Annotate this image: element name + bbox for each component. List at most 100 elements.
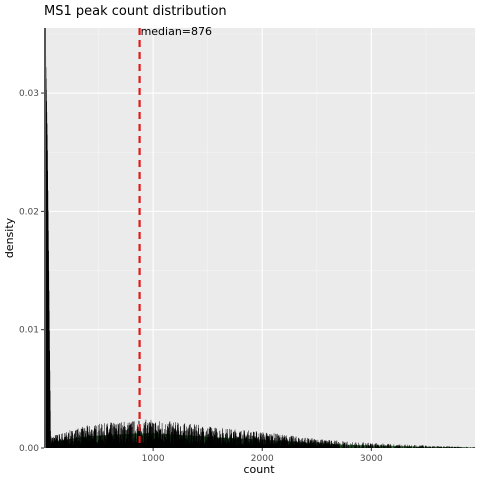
histogram-bar — [292, 435, 293, 448]
histogram-bar — [342, 441, 344, 448]
histogram-bar — [378, 447, 380, 448]
histogram-bar — [374, 445, 376, 448]
histogram-bar — [252, 435, 253, 448]
histogram-bar — [396, 445, 398, 448]
histogram-bar — [474, 447, 475, 448]
histogram-bar — [198, 433, 200, 448]
histogram-bar — [248, 430, 249, 448]
histogram-bar — [354, 443, 355, 448]
histogram-bar — [76, 429, 78, 448]
histogram-bar — [262, 432, 264, 448]
histogram-bar — [418, 447, 419, 448]
histogram-bar — [314, 439, 316, 448]
histogram-bar — [434, 446, 435, 448]
histogram-bar — [120, 423, 122, 448]
histogram-bar — [88, 432, 89, 448]
histogram-bar — [236, 436, 237, 448]
histogram-bar — [440, 446, 442, 448]
histogram-bar — [68, 433, 70, 448]
histogram-bar — [460, 447, 461, 448]
histogram-bar — [351, 446, 352, 448]
histogram-bar — [461, 447, 462, 448]
histogram-bar — [256, 432, 258, 448]
histogram-bar — [356, 444, 357, 448]
histogram-bar — [458, 446, 459, 448]
histogram-bar — [377, 445, 378, 448]
histogram-bar — [452, 447, 454, 448]
histogram-bar — [384, 445, 385, 448]
histogram-bar — [222, 435, 224, 448]
histogram-bar — [419, 445, 420, 448]
histogram-bar — [384, 446, 385, 448]
histogram-bar — [361, 444, 363, 448]
y-axis: 0.00 0.01 0.02 0.03 — [19, 89, 44, 454]
histogram-bar — [113, 426, 115, 448]
histogram-bar — [378, 445, 379, 448]
histogram-bar — [388, 443, 390, 448]
histogram-bar — [167, 428, 169, 448]
histogram-bar — [270, 434, 271, 448]
y-tick-label: 0.01 — [19, 326, 39, 336]
histogram-bar — [93, 435, 95, 448]
histogram-bar — [248, 442, 249, 448]
histogram-bar — [344, 442, 345, 448]
histogram-bar — [362, 442, 364, 448]
histogram-bar — [263, 437, 265, 448]
histogram-bar — [231, 433, 232, 448]
histogram-bar — [275, 433, 276, 448]
histogram-bar — [410, 447, 412, 448]
histogram-bar — [437, 445, 439, 448]
histogram-bar — [66, 435, 68, 448]
histogram-bar — [95, 425, 96, 448]
histogram-bar — [313, 440, 314, 448]
histogram-bar — [443, 446, 444, 448]
histogram-bar — [320, 440, 321, 448]
histogram-bar — [116, 424, 117, 448]
histogram-bar — [465, 447, 466, 448]
histogram-bar — [176, 434, 178, 448]
histogram-bar — [339, 442, 341, 448]
histogram-bar — [54, 438, 55, 448]
histogram-bar — [113, 426, 114, 448]
histogram-bar — [53, 436, 54, 448]
histogram-bar — [340, 445, 342, 448]
histogram-bar — [420, 445, 422, 448]
histogram-bar — [72, 433, 73, 448]
histogram-bar — [425, 445, 427, 448]
histogram-bar — [347, 446, 348, 448]
chart-title: MS1 peak count distribution — [44, 4, 227, 19]
histogram-bar — [129, 425, 130, 448]
histogram-bar — [221, 433, 223, 448]
histogram-bar — [404, 444, 405, 448]
histogram-bar — [80, 436, 81, 448]
histogram-bar — [185, 438, 187, 448]
histogram-bar — [473, 446, 474, 448]
histogram-bar — [102, 433, 103, 448]
histogram-bar — [408, 446, 409, 448]
histogram-bar — [193, 431, 195, 448]
histogram-bar — [188, 428, 189, 448]
histogram-bar — [440, 446, 442, 448]
y-tick-label: 0.02 — [19, 207, 39, 217]
histogram-bar — [195, 426, 196, 448]
histogram-bar — [220, 433, 222, 448]
histogram-bar — [50, 436, 52, 448]
histogram-bar — [421, 445, 423, 448]
histogram-bar — [328, 440, 330, 448]
histogram-bar — [422, 445, 423, 448]
histogram-bar — [80, 428, 82, 448]
histogram-bar — [434, 447, 435, 448]
histogram-bar — [339, 443, 340, 448]
histogram-bar — [292, 437, 294, 448]
y-tick-label: 0.03 — [19, 89, 39, 99]
histogram-bar — [456, 447, 458, 448]
histogram-bar — [178, 430, 180, 448]
histogram-bar — [423, 446, 424, 448]
y-axis-label: density — [3, 217, 16, 258]
histogram-bar — [61, 433, 62, 448]
histogram-bar — [420, 445, 421, 448]
histogram-bar — [428, 447, 429, 448]
histogram-bar — [330, 440, 332, 448]
histogram-bar — [369, 445, 370, 448]
histogram-bar — [432, 446, 434, 448]
